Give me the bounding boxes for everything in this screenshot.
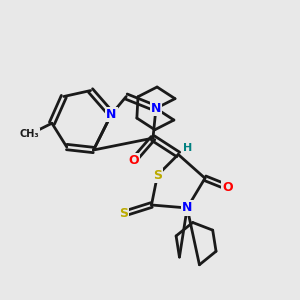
Text: N: N xyxy=(151,102,161,115)
Text: H: H xyxy=(183,143,192,153)
Text: N: N xyxy=(182,202,192,214)
Text: CH₃: CH₃ xyxy=(20,129,39,139)
Text: S: S xyxy=(153,169,162,182)
Text: N: N xyxy=(106,108,116,121)
Text: S: S xyxy=(119,207,128,220)
Text: O: O xyxy=(222,181,232,194)
Text: O: O xyxy=(128,154,139,167)
